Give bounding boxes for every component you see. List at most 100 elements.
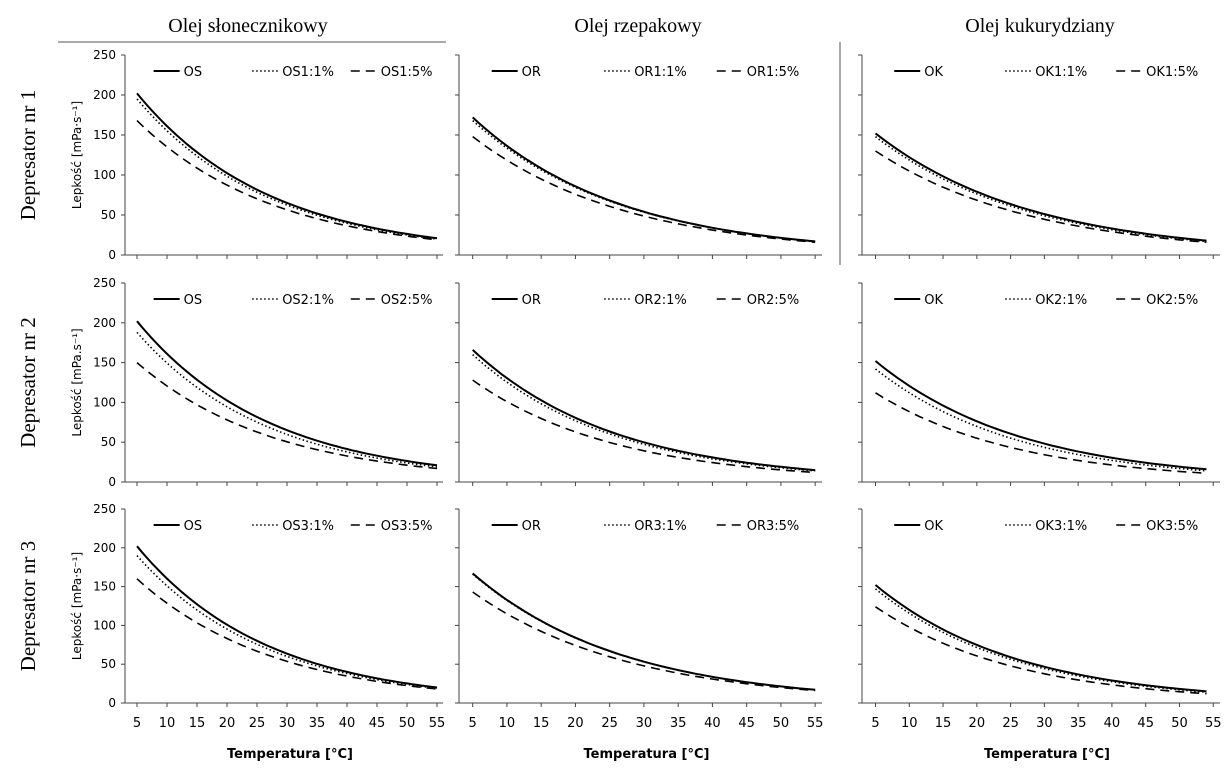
series-line xyxy=(874,584,1207,693)
x-tick-label: 50 xyxy=(1171,716,1188,731)
legend-label: OK2:5% xyxy=(1146,293,1198,308)
series-line xyxy=(875,135,1207,243)
chart-panel: OR OR2:1% OR2:5% xyxy=(455,282,822,486)
x-tick-label: 30 xyxy=(636,716,653,731)
y-tick-label: 150 xyxy=(93,356,116,370)
legend-label: OK xyxy=(924,293,943,308)
series-line xyxy=(136,578,438,690)
legend-label: OR xyxy=(522,293,541,308)
chart-panel: 0 50 100 150 200 250 Lepkość [mPa.s⁻¹] OS OS2:1%… xyxy=(70,276,443,489)
legend-label: OK3:1% xyxy=(1035,519,1087,534)
y-axis-label: Lepkość [mPa.s⁻¹] xyxy=(70,328,84,436)
y-tick-label: 0 xyxy=(108,696,116,710)
series-line xyxy=(136,98,438,240)
row-title: Depresator nr 3 xyxy=(16,541,40,672)
legend-label: OR xyxy=(522,65,541,80)
chart-panel: 0 50 100 150 200 250 5 10 15 20 25 30 35 40 45 50 55 Lepk… xyxy=(70,502,445,762)
x-tick-label: 20 xyxy=(567,716,584,731)
legend-label: OS xyxy=(184,519,202,534)
y-tick-label: 0 xyxy=(108,248,116,262)
series-line xyxy=(875,368,1207,472)
x-tick-label: 25 xyxy=(601,716,618,731)
column-title: Olej słonecznikowy xyxy=(168,15,327,37)
chart-panel: 5 10 15 20 25 30 35 40 45 50 55 Temperatura [°C] OK O… xyxy=(858,508,1222,762)
x-tick-label: 45 xyxy=(738,716,755,731)
legend-label: OK1:1% xyxy=(1035,65,1087,80)
legend-label: OS xyxy=(184,65,202,80)
legend-label: OR3:1% xyxy=(634,519,687,534)
y-tick-label: 100 xyxy=(93,168,116,182)
x-tick-label: 55 xyxy=(429,716,446,731)
legend-label: OR1:5% xyxy=(747,65,800,80)
legend-label: OK2:1% xyxy=(1035,293,1087,308)
x-tick-label: 5 xyxy=(133,716,141,731)
legend-label: OS2:1% xyxy=(282,293,334,308)
series-line xyxy=(472,572,816,691)
series-line xyxy=(136,320,438,467)
column-title: Olej kukurydziany xyxy=(965,15,1114,37)
series-line xyxy=(472,591,816,692)
chart-panel: OK OK2:1% OK2:5% xyxy=(858,282,1220,486)
x-tick-label: 30 xyxy=(1036,716,1053,731)
y-tick-label: 50 xyxy=(101,435,116,449)
series-line xyxy=(472,349,816,472)
legend-label: OS1:5% xyxy=(381,65,433,80)
x-tick-label: 10 xyxy=(499,716,516,731)
x-axis-label: Temperatura [°C] xyxy=(584,747,710,762)
legend-label: OR1:1% xyxy=(634,65,687,80)
legend-label: OK1:5% xyxy=(1146,65,1198,80)
x-tick-label: 55 xyxy=(807,716,824,731)
series-line xyxy=(136,92,438,240)
series-line xyxy=(875,150,1207,243)
x-tick-label: 35 xyxy=(309,716,326,731)
x-tick-label: 40 xyxy=(704,716,721,731)
series-line xyxy=(874,132,1207,242)
series-line xyxy=(136,361,438,470)
x-tick-label: 25 xyxy=(249,716,266,731)
series-line xyxy=(875,392,1207,474)
y-axis-label: Lepkość [mPa·s⁻¹] xyxy=(70,552,84,660)
y-tick-label: 150 xyxy=(93,128,116,142)
x-tick-label: 35 xyxy=(1070,716,1087,731)
legend-label: OR3:5% xyxy=(747,519,800,534)
legend-label: OS xyxy=(184,293,202,308)
series-line xyxy=(472,379,816,474)
y-tick-label: 100 xyxy=(93,395,116,409)
legend-label: OK3:5% xyxy=(1146,519,1198,534)
legend-label: OR xyxy=(522,519,541,534)
x-tick-label: 5 xyxy=(469,716,477,731)
x-tick-label: 45 xyxy=(1137,716,1154,731)
x-tick-label: 35 xyxy=(670,716,687,731)
series-line xyxy=(472,354,816,472)
x-tick-label: 50 xyxy=(399,716,416,731)
series-line xyxy=(136,331,438,468)
series-line xyxy=(472,116,816,243)
series-line xyxy=(875,588,1207,693)
x-tick-label: 40 xyxy=(339,716,356,731)
y-tick-label: 0 xyxy=(108,475,116,489)
x-tick-label: 10 xyxy=(159,716,176,731)
x-axis-label: Temperatura [°C] xyxy=(984,747,1110,762)
chart-panel: 5 10 15 20 25 30 35 40 45 50 55 Temperatura [°C] OR O… xyxy=(455,508,824,762)
y-tick-label: 200 xyxy=(93,88,116,102)
x-tick-label: 20 xyxy=(219,716,236,731)
x-tick-label: 40 xyxy=(1104,716,1121,731)
series-line xyxy=(472,119,816,243)
column-title: Olej rzepakowy xyxy=(574,15,701,37)
legend-label: OR2:5% xyxy=(747,293,800,308)
x-tick-label: 45 xyxy=(369,716,386,731)
row-title: Depresator nr 1 xyxy=(16,90,40,221)
x-tick-label: 50 xyxy=(773,716,790,731)
chart-panel: OR OR1:1% OR1:5% xyxy=(455,54,822,259)
series-line xyxy=(874,360,1207,471)
legend-label: OK xyxy=(924,519,943,534)
y-axis-label: Lepkość [mPa·s⁻¹] xyxy=(70,101,84,209)
x-tick-label: 55 xyxy=(1205,716,1222,731)
y-tick-label: 50 xyxy=(101,208,116,222)
x-tick-label: 20 xyxy=(969,716,986,731)
legend-label: OS1:1% xyxy=(282,65,334,80)
legend-label: OS2:5% xyxy=(381,293,433,308)
x-tick-label: 5 xyxy=(871,716,879,731)
x-tick-label: 25 xyxy=(1002,716,1019,731)
y-tick-label: 100 xyxy=(93,618,116,632)
